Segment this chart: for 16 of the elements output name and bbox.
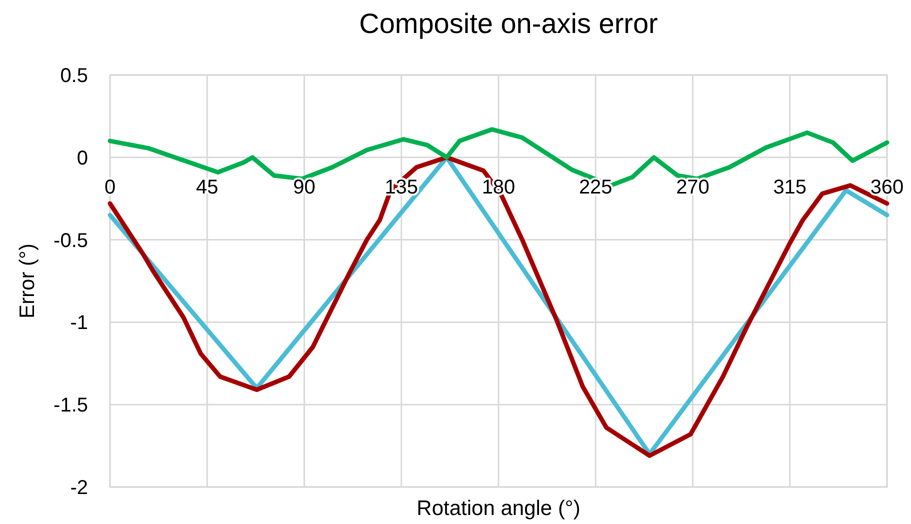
x-tick-label: 270 xyxy=(676,176,710,198)
y-tick-label: -1 xyxy=(70,312,88,334)
y-tick-label: -2 xyxy=(70,477,88,499)
y-tick-label: 0 xyxy=(76,147,88,170)
x-tick-label: 90 xyxy=(293,176,316,198)
y-axis-title: Error (°) xyxy=(16,244,39,318)
x-tick-label: 0 xyxy=(104,176,116,198)
x-tick-label: 360 xyxy=(870,176,904,198)
x-axis-title: Rotation angle (°) xyxy=(416,497,580,520)
chart-title: Composite on-axis error xyxy=(359,8,658,39)
y-tick-label: 0.5 xyxy=(60,65,88,87)
x-tick-label: 315 xyxy=(773,176,807,198)
y-tick-label: -1.5 xyxy=(54,394,88,417)
x-tick-label: 45 xyxy=(196,176,218,198)
x-tick-label: 225 xyxy=(578,176,612,198)
y-tick-label: -0.5 xyxy=(54,230,88,252)
